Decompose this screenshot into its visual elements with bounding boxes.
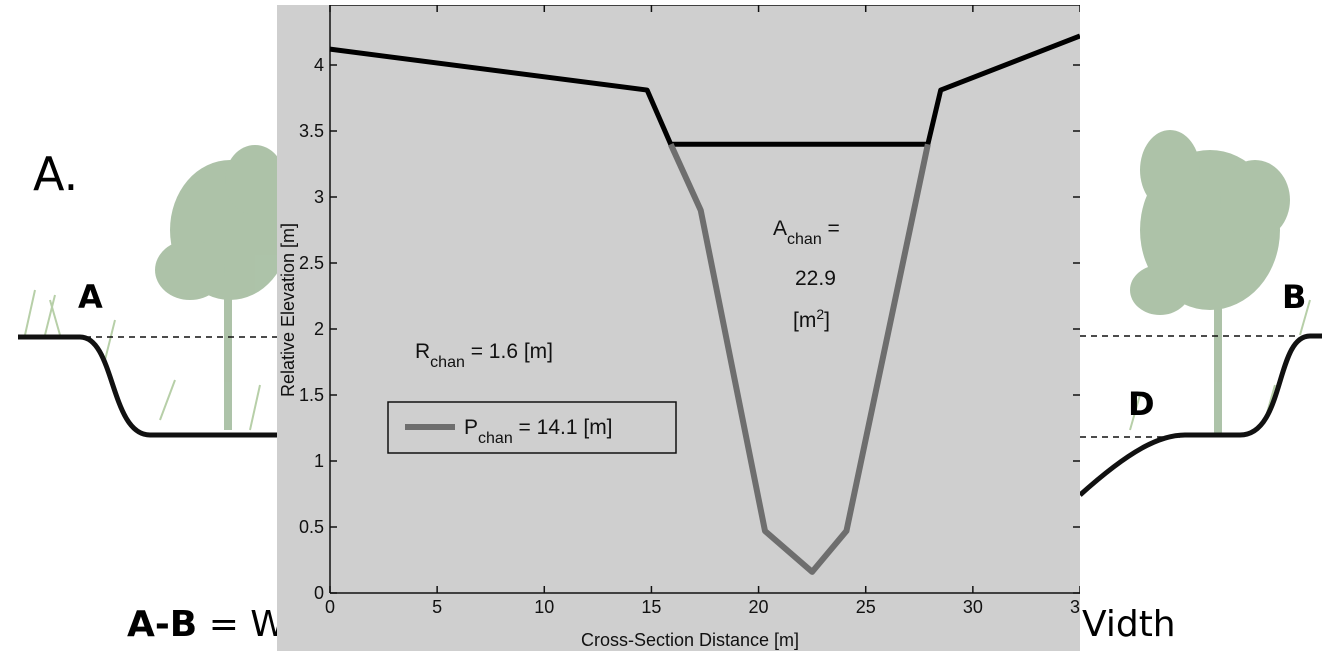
data-line [329,33,1080,147]
illustration: A. A B D A-B = Wi Vidth [18,130,1322,645]
x-tick-label: 20 [749,597,769,617]
label-part: R [415,340,430,363]
x-axis-label: Cross-Section Distance [m] [581,630,799,650]
label-part: A [773,217,787,240]
label-part: chan [478,430,513,447]
point-label: A [78,278,103,316]
point-label: D [1128,385,1155,423]
caption: A-B = Wi [127,604,295,645]
legend-label: Pchan = 14.1 [m] [464,416,613,447]
chart-background [277,5,1080,651]
radius-label: Rchan = 1.6 [m] [415,340,553,371]
caption: Vidth [1082,604,1176,645]
y-tick-label: 4.5 [299,0,324,9]
label-part: = 1.6 [m] [465,340,553,363]
point-label: B [1282,278,1306,316]
y-tick-label: 3.5 [299,121,324,141]
data-line [667,142,931,575]
area-unit: [m2] [793,306,830,332]
grass [24,289,1311,431]
y-tick-label: 1.5 [299,385,324,405]
label-part: 22.9 [795,267,836,290]
label-part: 2 [816,306,824,322]
y-axis-label: Relative Elevation [m] [278,223,298,397]
area-label: Achan = [773,217,840,248]
label-part: = 14.1 [m] [513,416,613,439]
label-part: chan [430,354,465,371]
x-tick-label: 30 [963,597,983,617]
x-tick-label: 15 [641,597,661,617]
y-tick-label: 3 [314,187,324,207]
label-part: [m [793,309,816,332]
label-part: ] [824,309,830,332]
channel-left [18,334,277,438]
x-tick-label: 25 [856,597,876,617]
channel-right [1078,333,1322,497]
caption-part: A-B [127,604,197,645]
x-tick-label: 0 [325,597,335,617]
tree-right [1130,130,1290,435]
y-tick-label: 2 [314,319,324,339]
y-tick-label: 0 [314,583,324,603]
x-tick-label: 5 [432,597,442,617]
y-tick-label: 0.5 [299,517,324,537]
label-part: = [822,217,840,240]
panel-label: A. [33,147,78,201]
x-tick-label: 35 [1070,597,1090,617]
x-tick-label: 10 [534,597,554,617]
tree-left [155,145,290,430]
chart: 0 5 10 15 20 25 30 35 0 0.5 1 1.5 2 2.5 3 3.5 4 4.5 Cross-… [277,0,1090,651]
label-part: P [464,416,478,439]
y-tick-label: 1 [314,451,324,471]
y-tick-label: 4 [314,55,324,75]
legend-box [387,401,677,454]
area-value: 22.9 [795,267,836,290]
label-part: chan [787,231,822,248]
y-tick-label: 2.5 [299,253,324,273]
